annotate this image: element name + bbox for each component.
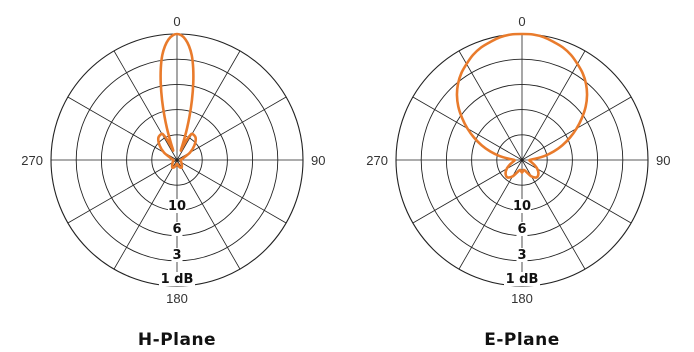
e-plane-angle-label-90: 90: [656, 153, 670, 168]
e-plane-db-label-backing: [513, 199, 531, 213]
h-plane-grid-spoke: [176, 50, 241, 161]
h-plane-db-label-backing: [159, 272, 195, 286]
e-plane-grid-spoke: [521, 159, 632, 224]
h-plane-db-label-backing: [171, 222, 183, 236]
e-plane-db-label-6: 6: [517, 222, 526, 237]
h-plane-angle-label-180: 180: [166, 291, 188, 306]
h-plane-db-label-backing: [171, 248, 183, 262]
e-plane-polar-chart: 0 90 180 270 10 6 3 1 dB E-Plane: [366, 14, 670, 350]
e-plane-grid-spoke: [458, 50, 523, 161]
e-plane-db-label-1db: 1 dB: [506, 272, 539, 287]
h-plane-grid-spoke: [67, 96, 178, 161]
h-plane-db-label-6: 6: [172, 222, 181, 237]
e-plane-grid-spoke: [412, 159, 523, 224]
h-plane-angle-label-90: 90: [311, 153, 325, 168]
h-plane-pattern-line: [156, 32, 198, 170]
e-plane-angle-label-270: 270: [366, 153, 388, 168]
h-plane-polar-chart: 0 90 180 270 10 6 3 1 dB H-Plane: [21, 14, 325, 350]
h-plane-grid-spoke: [176, 96, 287, 161]
h-plane-angle-label-270: 270: [21, 153, 43, 168]
e-plane-grid-spoke: [521, 50, 586, 161]
h-plane-angle-label-0: 0: [173, 14, 180, 29]
h-plane-db-label-backing: [168, 199, 186, 213]
e-plane-db-label-3: 3: [517, 248, 526, 263]
e-plane-db-label-10: 10: [513, 199, 531, 214]
e-plane-db-label-backing: [504, 272, 540, 286]
e-plane-angle-label-0: 0: [518, 14, 525, 29]
h-plane-db-label-3: 3: [172, 248, 181, 263]
h-plane-grid-spoke: [113, 50, 178, 161]
e-plane-title: E-Plane: [484, 330, 560, 350]
h-plane-grid-spoke: [67, 159, 178, 224]
e-plane-db-label-backing: [516, 248, 528, 262]
h-plane-grid-spoke: [176, 159, 287, 224]
h-plane-db-label-10: 10: [168, 199, 186, 214]
e-plane-db-label-backing: [516, 222, 528, 236]
h-plane-title: H-Plane: [138, 330, 216, 350]
e-plane-angle-label-180: 180: [511, 291, 533, 306]
h-plane-db-label-1db: 1 dB: [161, 272, 194, 287]
h-plane-grid-spoke: [176, 159, 241, 270]
e-plane-pattern-line: [455, 32, 589, 179]
h-plane-grid-spoke: [113, 159, 178, 270]
